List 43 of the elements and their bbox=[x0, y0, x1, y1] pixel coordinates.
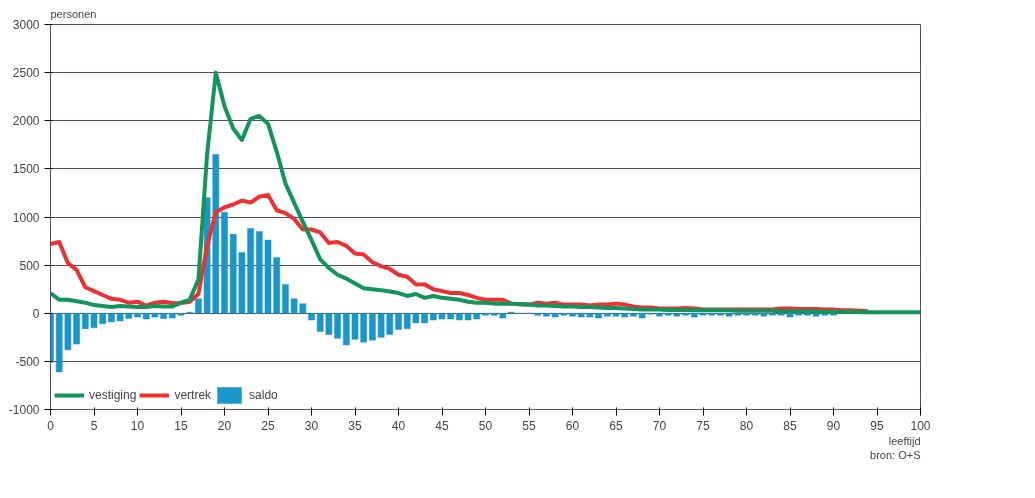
x-tick-label: 70 bbox=[652, 418, 667, 433]
x-tick-label: 45 bbox=[435, 418, 449, 433]
x-tick-label: 60 bbox=[565, 418, 580, 433]
x-tick-label: 75 bbox=[696, 418, 710, 433]
bar bbox=[569, 313, 576, 317]
x-tick-label: 65 bbox=[609, 418, 623, 433]
x-tick-label: 55 bbox=[522, 418, 536, 433]
bar bbox=[134, 313, 141, 318]
y-tick-label: 1500 bbox=[12, 162, 40, 177]
y-tick-label: -1000 bbox=[8, 403, 40, 417]
x-tick-label: 15 bbox=[174, 418, 188, 433]
x-tick-label: 90 bbox=[826, 418, 841, 433]
x-tick-label: 95 bbox=[870, 418, 884, 433]
bar bbox=[395, 313, 402, 330]
x-tick-label: 40 bbox=[391, 418, 406, 433]
bar bbox=[656, 313, 663, 317]
y-tick-label: 0 bbox=[32, 306, 40, 321]
x-tick-label: 100 bbox=[910, 418, 931, 433]
y-tick-label: 3000 bbox=[12, 18, 40, 32]
x-tick-label: 85 bbox=[783, 418, 797, 433]
x-axis-title: leeftijd bbox=[888, 434, 921, 447]
line-series bbox=[50, 70, 921, 315]
x-tick-label: 25 bbox=[261, 418, 275, 433]
x-tick-label: 0 bbox=[47, 418, 55, 433]
x-tick-label: 10 bbox=[130, 418, 145, 433]
x-tick-label: 35 bbox=[348, 418, 362, 433]
bar bbox=[221, 211, 228, 314]
x-tick-label: 80 bbox=[739, 418, 754, 433]
y-tick-label: 2500 bbox=[12, 66, 40, 81]
x-tick-label: 20 bbox=[217, 418, 232, 433]
legend-label: vestiging bbox=[89, 388, 137, 402]
y-tick-label: -500 bbox=[15, 354, 40, 369]
y-tick-label: 500 bbox=[19, 258, 40, 273]
x-tick-label: 50 bbox=[478, 418, 493, 433]
y-tick-label: 2000 bbox=[12, 114, 40, 129]
y-axis-title: personen bbox=[50, 7, 97, 20]
legend-label: saldo bbox=[249, 388, 278, 402]
x-tick-label: 5 bbox=[90, 418, 98, 433]
bar bbox=[308, 313, 315, 321]
x-tick-label: 30 bbox=[304, 418, 319, 433]
text: bron: O+S bbox=[870, 448, 921, 461]
legend-label: vertrek bbox=[174, 388, 212, 402]
y-tick-label: 1000 bbox=[12, 210, 40, 225]
